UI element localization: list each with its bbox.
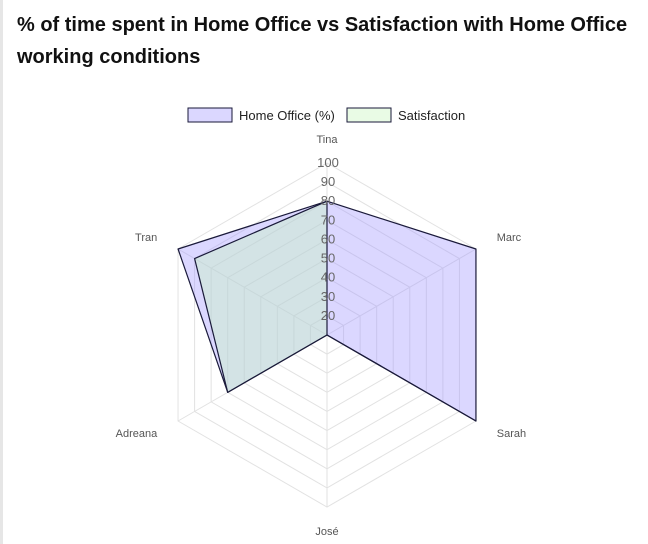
chart-legend: Home Office (%) Satisfaction	[187, 107, 465, 123]
axis-label-tran: Tran	[135, 232, 157, 244]
axis-label-sarah: Sarah	[497, 428, 526, 440]
legend-swatch-satisfaction	[346, 107, 392, 123]
axis-labels: Tina Marc Sarah José Adreana Tran	[116, 134, 526, 538]
axis-label-jos-: José	[315, 526, 338, 538]
page-title: % of time spent in Home Office vs Satisf…	[17, 14, 628, 68]
grid-spoke-5	[177, 248, 328, 336]
radar-series	[177, 200, 477, 422]
series-area-satisfaction	[193, 200, 477, 422]
left-border-rule	[0, 0, 3, 544]
tick-label-60: 60	[321, 231, 335, 246]
tick-label-90: 90	[321, 174, 335, 189]
legend-swatch-home-office	[187, 107, 233, 123]
tick-label-70: 70	[321, 212, 335, 227]
tick-label-100: 100	[317, 155, 339, 170]
legend-label-home-office: Home Office (%)	[239, 108, 335, 123]
axis-label-adreana: Adreana	[116, 428, 158, 440]
tick-label-80: 80	[321, 193, 335, 208]
grid-spoke-1	[326, 248, 477, 336]
tick-label-30: 30	[321, 289, 335, 304]
radial-tick-labels: 20 30 40 50 60 70 80 90 100	[317, 155, 339, 323]
axis-label-marc: Marc	[497, 232, 522, 244]
tick-label-40: 40	[321, 270, 335, 285]
tick-label-50: 50	[321, 251, 335, 266]
axis-label-tina: Tina	[317, 134, 339, 146]
legend-label-satisfaction: Satisfaction	[398, 108, 465, 123]
tick-label-20: 20	[321, 308, 335, 323]
